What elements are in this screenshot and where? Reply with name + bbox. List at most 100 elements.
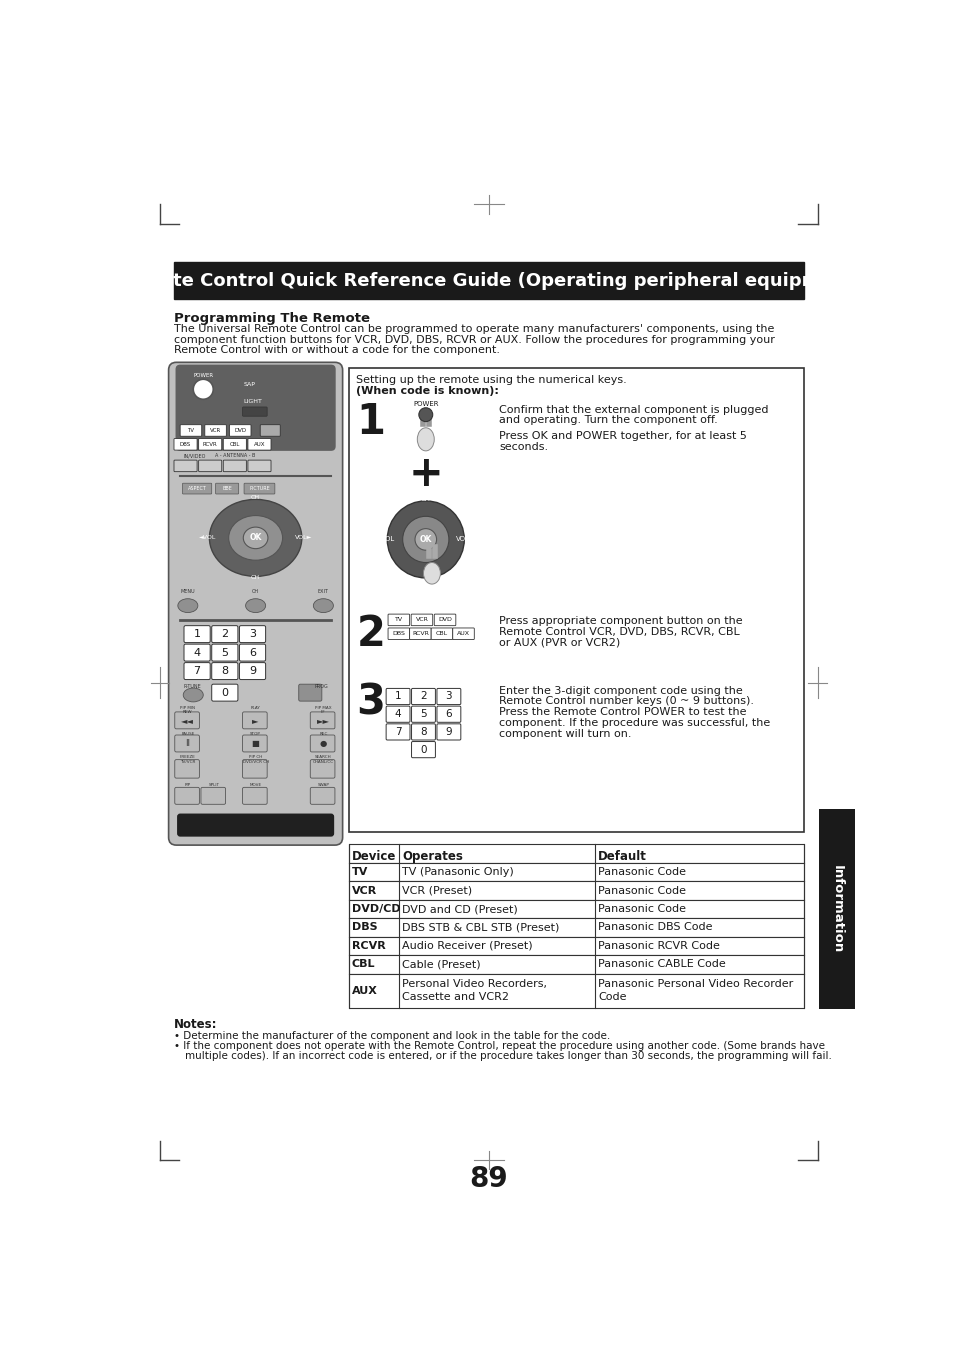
Text: II: II <box>185 739 191 748</box>
FancyBboxPatch shape <box>201 788 225 804</box>
FancyBboxPatch shape <box>239 626 265 643</box>
Ellipse shape <box>245 598 265 612</box>
FancyBboxPatch shape <box>244 484 274 494</box>
FancyBboxPatch shape <box>298 684 321 701</box>
Text: 7: 7 <box>395 727 401 736</box>
FancyBboxPatch shape <box>310 735 335 753</box>
Text: 5: 5 <box>221 647 228 658</box>
Text: PIP: PIP <box>185 782 191 786</box>
Text: CBL: CBL <box>230 442 240 447</box>
Text: MENU: MENU <box>180 589 195 593</box>
Text: 1: 1 <box>193 630 200 639</box>
Text: 2: 2 <box>419 692 426 701</box>
Text: component. If the procedure was successful, the: component. If the procedure was successf… <box>498 719 769 728</box>
Text: SPLIT: SPLIT <box>209 782 219 786</box>
FancyBboxPatch shape <box>173 439 197 450</box>
Text: ◄◄: ◄◄ <box>181 716 194 725</box>
FancyBboxPatch shape <box>411 615 433 626</box>
Text: OK: OK <box>419 535 432 544</box>
Ellipse shape <box>416 428 434 451</box>
Text: 1: 1 <box>356 401 385 443</box>
FancyBboxPatch shape <box>174 712 199 728</box>
FancyBboxPatch shape <box>386 707 410 723</box>
Text: • Determine the manufacturer of the component and look in the table for the code: • Determine the manufacturer of the comp… <box>173 1031 610 1040</box>
Text: VCR: VCR <box>352 885 376 896</box>
Text: OK: OK <box>249 534 261 542</box>
Text: Panasonic Code: Panasonic Code <box>598 904 685 915</box>
Text: Press OK and POWER together, for at least 5: Press OK and POWER together, for at leas… <box>498 431 746 440</box>
Text: AUX: AUX <box>253 442 265 447</box>
Text: CBL: CBL <box>436 631 448 636</box>
FancyBboxPatch shape <box>242 735 267 753</box>
FancyBboxPatch shape <box>409 628 431 639</box>
Text: AUX: AUX <box>456 631 470 636</box>
Text: AUX: AUX <box>352 986 377 996</box>
Text: 9: 9 <box>445 727 452 736</box>
Text: Device: Device <box>352 850 395 863</box>
FancyBboxPatch shape <box>212 662 237 680</box>
Text: +: + <box>408 453 443 494</box>
Text: Default: Default <box>598 850 646 863</box>
Bar <box>349 900 803 919</box>
Text: PROG: PROG <box>314 684 328 689</box>
FancyBboxPatch shape <box>212 684 237 701</box>
FancyBboxPatch shape <box>434 615 456 626</box>
Text: Personal Video Recorders,
Cassette and VCR2: Personal Video Recorders, Cassette and V… <box>401 979 546 1002</box>
Text: Audio Receiver (Preset): Audio Receiver (Preset) <box>401 942 532 951</box>
FancyBboxPatch shape <box>310 759 335 778</box>
Text: R-TUNE: R-TUNE <box>183 684 201 689</box>
Text: 5: 5 <box>419 709 426 719</box>
Text: Information: Information <box>830 865 842 954</box>
Bar <box>349 919 803 936</box>
Text: TV (Panasonic Only): TV (Panasonic Only) <box>401 867 513 877</box>
Text: component function buttons for VCR, DVD, DBS, RCVR or AUX. Follow the procedures: component function buttons for VCR, DVD,… <box>173 335 774 345</box>
FancyBboxPatch shape <box>175 365 335 451</box>
Text: Operates: Operates <box>401 850 462 863</box>
Text: ◄VOL: ◄VOL <box>199 535 216 540</box>
Text: Panasonic RCVR Code: Panasonic RCVR Code <box>598 942 720 951</box>
Text: 8: 8 <box>221 666 228 676</box>
Text: PIP MAX
FF: PIP MAX FF <box>314 705 332 715</box>
Text: 6: 6 <box>445 709 452 719</box>
FancyBboxPatch shape <box>184 662 210 680</box>
Text: 3: 3 <box>356 682 385 724</box>
Ellipse shape <box>243 527 268 549</box>
Text: Panasonic Personal Video Recorder
Code: Panasonic Personal Video Recorder Code <box>598 979 793 1002</box>
Bar <box>819 809 854 1009</box>
Text: Remote Control number keys (0 ~ 9 buttons).: Remote Control number keys (0 ~ 9 button… <box>498 697 753 707</box>
Text: VCR: VCR <box>416 617 428 623</box>
FancyBboxPatch shape <box>436 707 460 723</box>
FancyBboxPatch shape <box>411 742 435 758</box>
Text: PLAY: PLAY <box>251 705 260 709</box>
Text: Press appropriate component button on the: Press appropriate component button on th… <box>498 616 741 627</box>
Text: IN/VIDEO: IN/VIDEO <box>183 453 206 458</box>
FancyBboxPatch shape <box>198 461 221 471</box>
Text: PICTURE: PICTURE <box>249 486 270 492</box>
Text: DVD/CD: DVD/CD <box>352 904 400 915</box>
FancyBboxPatch shape <box>198 439 221 450</box>
Text: DBS: DBS <box>352 923 377 932</box>
Text: DVD: DVD <box>437 617 452 623</box>
Ellipse shape <box>387 501 464 578</box>
Text: (When code is known):: (When code is known): <box>356 386 498 396</box>
FancyBboxPatch shape <box>180 424 201 436</box>
Text: FREEZE
TV/VCR: FREEZE TV/VCR <box>180 755 195 763</box>
Text: 0: 0 <box>221 688 228 697</box>
Text: REC: REC <box>319 732 327 736</box>
FancyBboxPatch shape <box>310 788 335 804</box>
FancyBboxPatch shape <box>411 707 435 723</box>
Text: • If the component does not operate with the Remote Control, repeat the procedur: • If the component does not operate with… <box>173 1042 824 1051</box>
FancyBboxPatch shape <box>242 712 267 728</box>
Text: A - ANTENNA - B: A - ANTENNA - B <box>215 453 255 458</box>
Text: multiple codes). If an incorrect code is entered, or if the procedure takes long: multiple codes). If an incorrect code is… <box>185 1051 831 1062</box>
Text: Confirm that the external component is plugged: Confirm that the external component is p… <box>498 405 767 415</box>
FancyBboxPatch shape <box>184 644 210 661</box>
Text: ■: ■ <box>252 739 259 748</box>
Text: DBS: DBS <box>180 442 191 447</box>
Text: VCR: VCR <box>210 428 221 432</box>
Text: ►: ► <box>253 716 258 725</box>
Text: DBS: DBS <box>392 631 405 636</box>
FancyBboxPatch shape <box>436 689 460 705</box>
FancyBboxPatch shape <box>260 424 280 436</box>
Text: RCVR: RCVR <box>203 442 217 447</box>
